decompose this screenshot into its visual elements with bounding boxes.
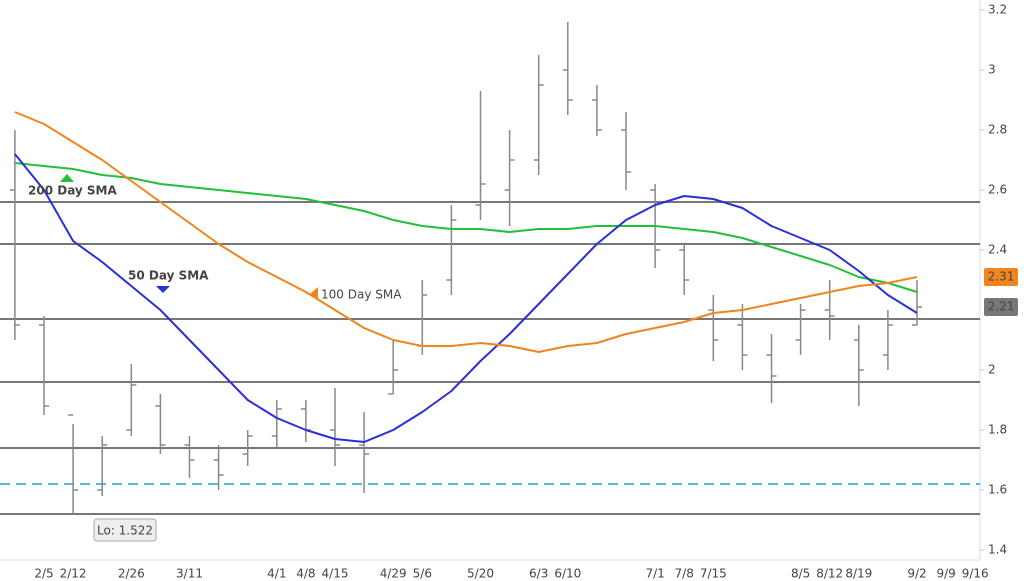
y-tick-label: 1.6 — [988, 483, 1007, 497]
x-tick-label: 2/5 — [34, 567, 53, 581]
price-badge — [984, 298, 1018, 316]
x-tick-label: 7/15 — [700, 567, 727, 581]
annotation-arrow — [310, 287, 318, 301]
x-tick-label: 3/11 — [176, 567, 203, 581]
price-badge — [984, 268, 1018, 286]
x-tick-label: 4/29 — [380, 567, 407, 581]
low-note: Lo: 1.522 — [97, 524, 153, 538]
annotation: 200 Day SMA — [28, 184, 118, 198]
x-tick-label: 6/3 — [529, 567, 548, 581]
x-tick-label: 7/8 — [675, 567, 694, 581]
x-tick-label: 4/1 — [267, 567, 286, 581]
x-tick-label: 9/9 — [936, 567, 955, 581]
x-tick-label: 4/8 — [296, 567, 315, 581]
y-tick-label: 1.8 — [988, 423, 1007, 437]
x-tick-label: 5/20 — [467, 567, 494, 581]
x-tick-label: 6/10 — [554, 567, 581, 581]
y-tick-label: 2.4 — [988, 243, 1007, 257]
x-tick-label: 5/6 — [413, 567, 432, 581]
y-tick-label: 2.6 — [988, 183, 1007, 197]
annotation: 100 Day SMA — [321, 288, 402, 302]
x-tick-label: 8/5 — [791, 567, 810, 581]
x-tick-label: 7/1 — [645, 567, 664, 581]
price-badge-label: 2.21 — [988, 300, 1015, 314]
annotation: 50 Day SMA — [128, 269, 209, 283]
y-tick-label: 3.2 — [988, 3, 1007, 17]
x-tick-label: 4/15 — [322, 567, 349, 581]
price-badge-label: 2.31 — [988, 270, 1015, 284]
sma-line — [14, 111, 918, 353]
x-tick-label: 9/16 — [962, 567, 989, 581]
annotation-arrow — [156, 286, 170, 293]
x-tick-label: 9/2 — [907, 567, 926, 581]
x-tick-label: 8/19 — [845, 567, 872, 581]
x-tick-label: 2/12 — [60, 567, 87, 581]
y-tick-label: 1.4 — [988, 543, 1007, 557]
low-note-box — [93, 518, 157, 542]
sma-line — [14, 153, 918, 443]
x-tick-label: 8/12 — [816, 567, 843, 581]
y-tick-label: 3 — [988, 63, 996, 77]
x-tick-label: 2/26 — [118, 567, 145, 581]
y-tick-label: 2.8 — [988, 123, 1007, 137]
sma-line — [14, 162, 918, 293]
y-tick-label: 2 — [988, 363, 996, 377]
annotation-arrow — [60, 174, 74, 182]
